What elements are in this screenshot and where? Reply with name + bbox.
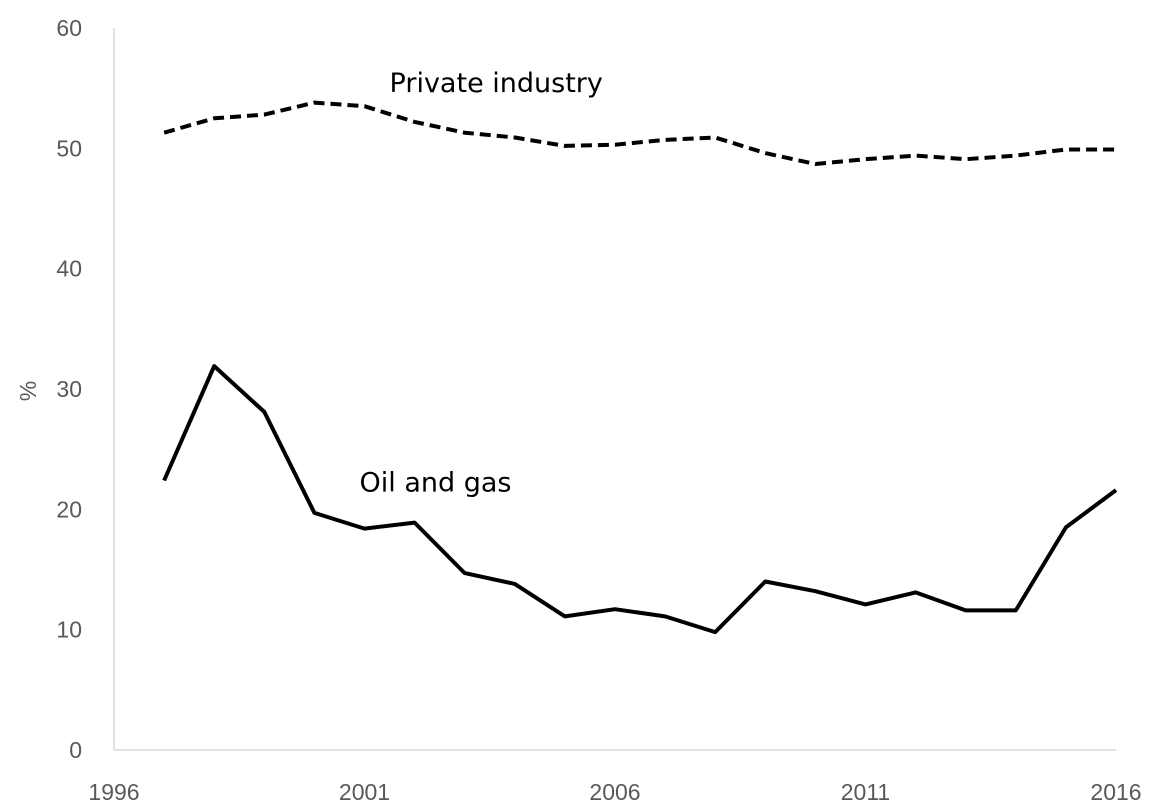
- series-line-oil-and-gas: [162, 364, 1118, 635]
- series-lines: [162, 100, 1118, 635]
- y-axis-title: %: [15, 381, 41, 401]
- x-tick-label: 2011: [841, 779, 890, 805]
- x-tick-label: 2001: [339, 779, 390, 805]
- x-tick-label: 2006: [589, 779, 640, 805]
- y-tick-label: 20: [56, 496, 82, 522]
- y-tick-label: 40: [56, 256, 82, 282]
- series-line-private-industry: [163, 100, 1116, 166]
- y-axis-ticks: 0 10 20 30 40 50 60: [56, 15, 82, 763]
- y-tick-label: 0: [69, 737, 82, 763]
- annotation-label: Private industry: [390, 68, 603, 99]
- annotation-label: Oil and gas: [359, 467, 511, 498]
- y-tick-label: 60: [56, 15, 82, 41]
- y-tick-label: 30: [56, 376, 82, 402]
- y-tick-label: 10: [56, 617, 82, 643]
- x-tick-label: 1996: [88, 779, 139, 805]
- x-tick-label: 2016: [1090, 779, 1141, 805]
- series-annotations: Private industry Oil and gas: [359, 68, 602, 499]
- x-axis-ticks: 1996 2001 2006 2011 2016: [88, 779, 1141, 805]
- y-tick-label: 50: [56, 135, 82, 161]
